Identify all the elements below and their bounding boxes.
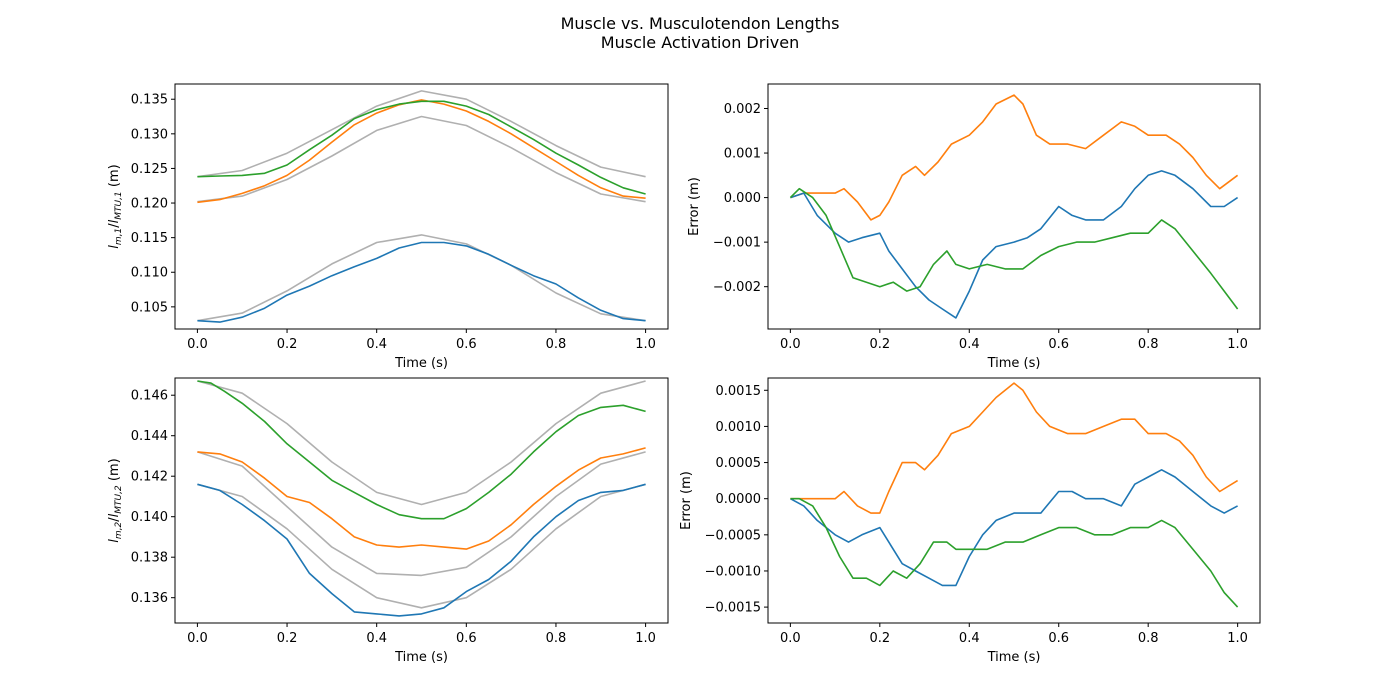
series-line-blue-6	[197, 483, 646, 617]
x-tick-label: 0.0	[780, 631, 801, 646]
x-tick-label: 1.0	[635, 631, 656, 646]
x-tick-label: 1.0	[1227, 631, 1248, 646]
x-tick-label: 1.0	[1227, 337, 1248, 352]
series-line-orange-5	[197, 447, 646, 550]
figure-title-line1: Muscle vs. Musculotendon Lengths	[560, 14, 840, 33]
y-tick-label: −0.0015	[705, 601, 761, 616]
x-tick-label: 0.6	[1048, 337, 1069, 352]
y-tick-label: −0.001	[713, 236, 761, 251]
x-tick-label: 0.8	[1138, 631, 1159, 646]
y-tick-label: 0.135	[131, 93, 168, 108]
y-tick-label: 0.146	[131, 389, 168, 404]
y-tick-label: 0.0010	[716, 420, 762, 435]
series-line-green-5	[197, 100, 646, 195]
x-tick-label: 0.0	[187, 337, 208, 352]
series-line-green-4	[197, 380, 646, 520]
x-tick-label: 0.4	[959, 631, 980, 646]
subplot-1: 0.0 0.2 0.4 0.6 0.8 1.0 0.105 0.110 0.115 0.120 0.…	[107, 83, 669, 371]
figure-title: Muscle vs. Musculotendon Lengths Muscle …	[0, 14, 1400, 52]
y-tick-label: 0.140	[131, 510, 168, 525]
x-tick-label: 0.4	[959, 337, 980, 352]
y-axis-label: lm,2/lMTU,2 (m)	[107, 458, 124, 542]
y-tick-label: −0.002	[713, 280, 761, 295]
series-line-gray-3	[197, 483, 646, 609]
x-tick-label: 0.2	[277, 337, 298, 352]
series-line-gray-2	[197, 451, 646, 577]
subplot-4: 0.0 0.2 0.4 0.6 0.8 1.0 −0.0015 −0.0010 −0.0005 0…	[679, 377, 1261, 665]
series-line-gray-1	[197, 90, 646, 178]
y-tick-label: 0.130	[131, 127, 168, 142]
y-axis-label: lm,1/lMTU,1 (m)	[107, 164, 124, 248]
x-tick-label: 0.4	[366, 337, 387, 352]
y-tick-label: 0.000	[724, 191, 761, 206]
y-axis-label: Error (m)	[687, 177, 702, 236]
x-tick-label: 0.6	[456, 337, 477, 352]
x-tick-label: 0.2	[869, 337, 890, 352]
y-tick-label: 0.002	[724, 102, 761, 117]
x-tick-label: 0.8	[1138, 337, 1159, 352]
series-line-green-3	[789, 187, 1239, 310]
x-axis-label: Time (s)	[987, 356, 1041, 371]
x-axis-label: Time (s)	[394, 356, 448, 371]
x-tick-label: 0.4	[366, 631, 387, 646]
y-tick-label: 0.0015	[716, 384, 762, 399]
y-tick-label: −0.0005	[705, 528, 761, 543]
y-tick-label: 0.136	[131, 591, 168, 606]
axes-frame	[174, 83, 669, 330]
series-line-blue-2	[790, 469, 1238, 587]
y-tick-label: 0.142	[131, 470, 168, 485]
series-line-gray-2	[197, 115, 646, 203]
y-tick-label: 0.138	[131, 551, 168, 566]
x-tick-label: 0.8	[546, 337, 567, 352]
y-tick-label: 0.120	[131, 197, 168, 212]
x-tick-label: 0.2	[277, 631, 298, 646]
y-tick-label: 0.105	[131, 300, 168, 315]
y-tick-label: 0.001	[724, 147, 761, 162]
series-line-gray-3	[197, 234, 646, 322]
axes-frame	[767, 83, 1261, 330]
x-tick-label: 0.6	[456, 631, 477, 646]
series-line-green-3	[790, 497, 1239, 608]
series-line-orange-1	[790, 94, 1239, 221]
x-tick-label: 0.0	[187, 631, 208, 646]
x-axis-label: Time (s)	[987, 650, 1041, 665]
y-tick-label: 0.0005	[716, 456, 762, 471]
x-tick-label: 0.6	[1048, 631, 1069, 646]
series-line-orange-1	[790, 382, 1239, 514]
y-tick-label: 0.144	[131, 429, 168, 444]
axes-frame	[767, 377, 1261, 624]
figure-title-line2: Muscle Activation Driven	[600, 33, 800, 52]
x-tick-label: 0.2	[869, 631, 890, 646]
axes-frame	[174, 377, 669, 624]
y-tick-label: 0.110	[131, 266, 168, 281]
x-axis-label: Time (s)	[394, 650, 448, 665]
y-axis-label: Error (m)	[679, 471, 694, 530]
series-line-orange-4	[197, 99, 646, 204]
series-line-blue-2	[790, 170, 1239, 319]
series-line-gray-1	[197, 380, 646, 506]
y-tick-label: 0.0000	[716, 492, 762, 507]
subplot-3: 0.0 0.2 0.4 0.6 0.8 1.0 0.136 0.138 0.140 0.142 0.…	[107, 377, 669, 665]
x-tick-label: 0.8	[546, 631, 567, 646]
y-tick-label: −0.0010	[705, 564, 761, 579]
series-line-blue-6	[197, 241, 646, 323]
x-tick-label: 1.0	[635, 337, 656, 352]
subplot-2: 0.0 0.2 0.4 0.6 0.8 1.0 −0.002 −0.001 0.000 0.001…	[687, 83, 1261, 371]
x-tick-label: 0.0	[780, 337, 801, 352]
y-tick-label: 0.125	[131, 162, 168, 177]
y-tick-label: 0.115	[131, 231, 168, 246]
